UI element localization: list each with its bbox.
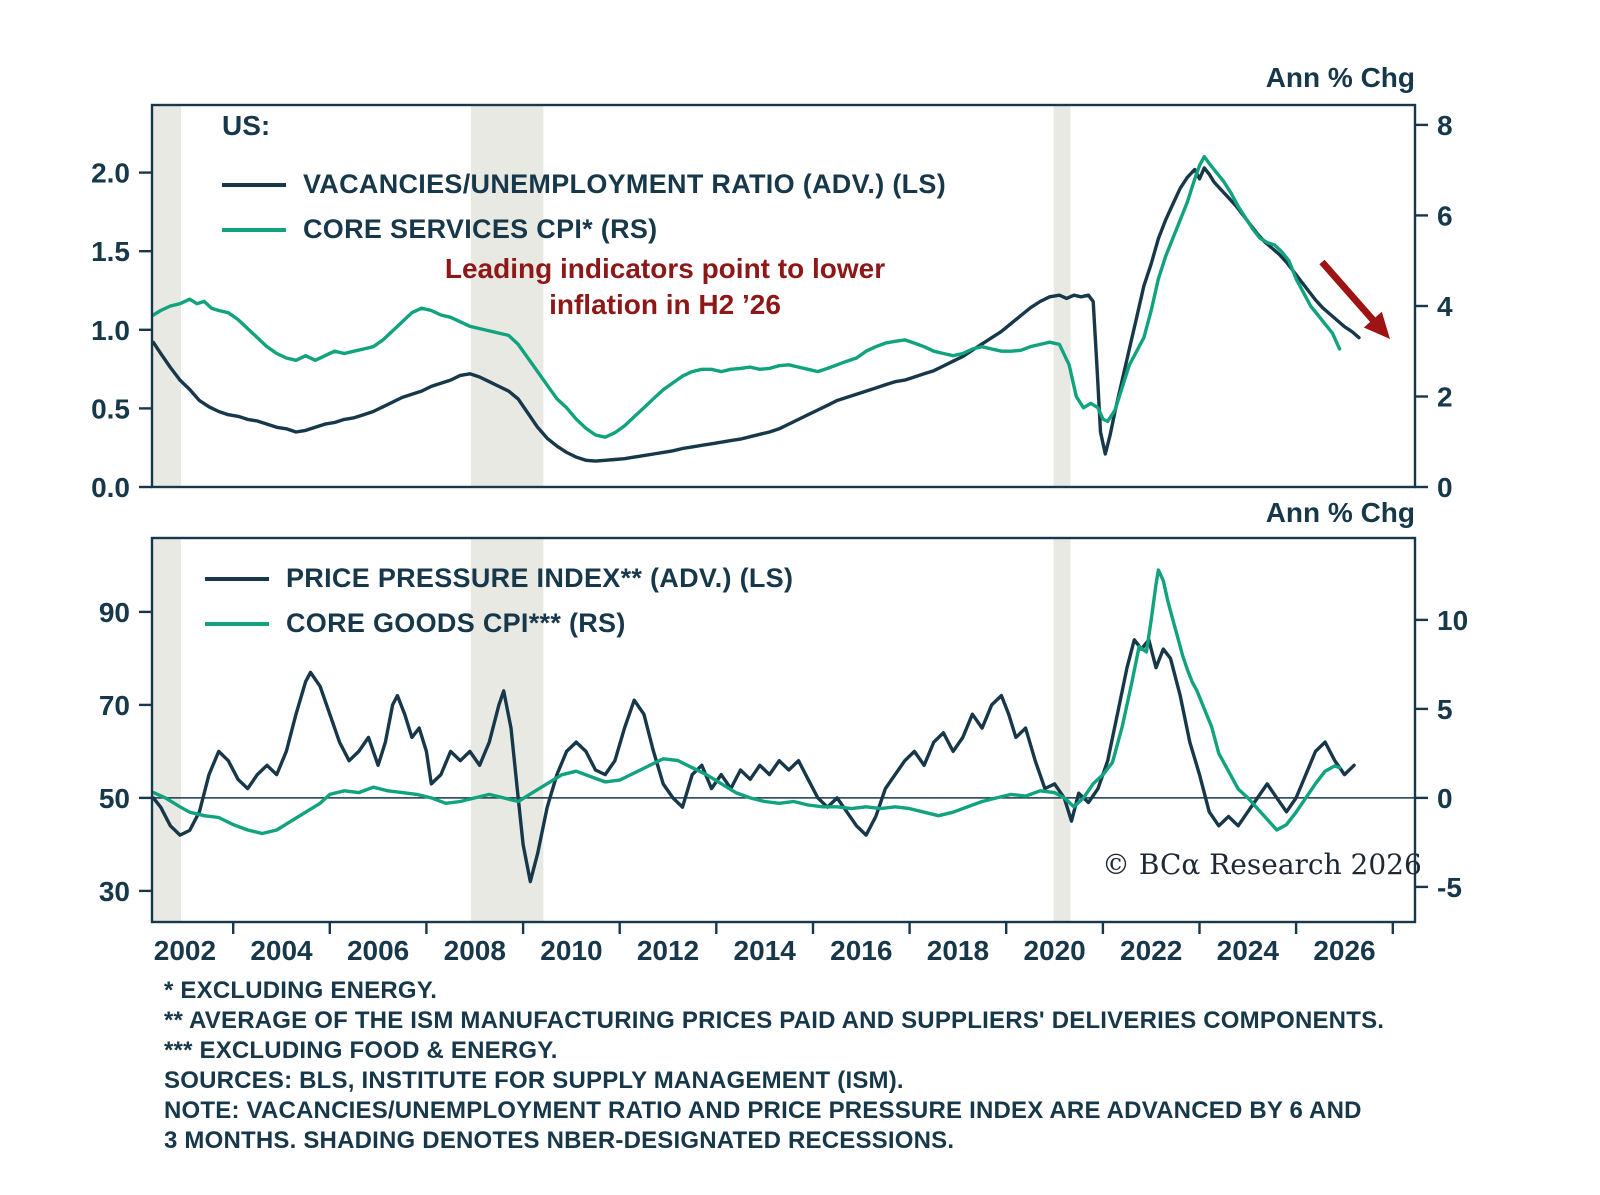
x-axis-year-label: 2022 bbox=[1120, 935, 1182, 966]
x-axis-year-label: 2024 bbox=[1217, 935, 1280, 966]
left-axis-tick-label: 1.5 bbox=[91, 236, 130, 267]
left-axis-tick-label: 0.0 bbox=[91, 472, 130, 503]
right-axis-tick-label: 8 bbox=[1437, 110, 1453, 141]
recession-band bbox=[470, 105, 544, 487]
annotation-lower-inflation: Leading indicators point to lower inflat… bbox=[385, 251, 945, 323]
footnote-line: SOURCES: BLS, INSTITUTE FOR SUPPLY MANAG… bbox=[164, 1067, 904, 1094]
x-axis-year-label: 2012 bbox=[637, 935, 699, 966]
left-axis-tick-label: 0.5 bbox=[91, 393, 130, 424]
bottom-legend: PRICE PRESSURE INDEX** (ADV.) (LS) CORE … bbox=[205, 556, 793, 646]
down-trend-arrow-shaft bbox=[1319, 259, 1376, 323]
series-line-left bbox=[151, 638, 1356, 884]
x-axis-year-label: 2014 bbox=[734, 935, 797, 966]
right-axis-tick-label: 0 bbox=[1437, 783, 1453, 814]
right-axis-tick-label: 6 bbox=[1437, 200, 1453, 231]
series-line-left bbox=[151, 166, 1361, 463]
x-axis-year-label: 2026 bbox=[1313, 935, 1375, 966]
footnote-line: ** AVERAGE OF THE ISM MANUFACTURING PRIC… bbox=[164, 1007, 1385, 1034]
x-axis-year-label: 2016 bbox=[830, 935, 892, 966]
left-axis-tick-label: 30 bbox=[99, 876, 130, 907]
right-axis-tick-label: 4 bbox=[1437, 291, 1453, 322]
recession-band bbox=[1053, 538, 1071, 922]
x-axis-year-label: 2010 bbox=[540, 935, 602, 966]
legend-label: VACANCIES/UNEMPLOYMENT RATIO (ADV.) (LS) bbox=[303, 169, 947, 199]
right-axis-tick-label: 5 bbox=[1437, 694, 1453, 725]
copyright-notice: © BCα Research 2026 bbox=[1102, 848, 1422, 881]
top-legend: US: VACANCIES/UNEMPLOYMENT RATIO (ADV.) … bbox=[222, 110, 946, 252]
x-axis-year-label: 2006 bbox=[347, 935, 409, 966]
left-axis-tick-label: 50 bbox=[99, 783, 130, 814]
legend-label: CORE SERVICES CPI* (RS) bbox=[303, 214, 658, 244]
recession-band bbox=[152, 538, 181, 922]
footnotes: * EXCLUDING ENERGY. ** AVERAGE OF THE IS… bbox=[164, 976, 1384, 1156]
legend-item-core-services-cpi: CORE SERVICES CPI* (RS) bbox=[222, 207, 946, 252]
recession-band bbox=[470, 538, 544, 922]
footnote-line: NOTE: VACANCIES/UNEMPLOYMENT RATIO AND P… bbox=[164, 1097, 1362, 1124]
teal-line-swatch bbox=[222, 227, 286, 232]
legend-item-core-goods-cpi: CORE GOODS CPI*** (RS) bbox=[205, 601, 793, 646]
x-axis-year-label: 2002 bbox=[154, 935, 216, 966]
top-panel-unit-label: Ann % Chg bbox=[1265, 62, 1415, 93]
left-axis-tick-label: 2.0 bbox=[91, 158, 130, 189]
panel-border bbox=[150, 103, 1417, 489]
footnote-line: 3 MONTHS. SHADING DENOTES NBER-DESIGNATE… bbox=[164, 1127, 955, 1154]
right-axis-tick-label: 0 bbox=[1437, 472, 1453, 503]
navy-line-swatch bbox=[205, 576, 269, 581]
x-axis-year-label: 2020 bbox=[1023, 935, 1085, 966]
x-axis-year-label: 2004 bbox=[250, 935, 313, 966]
series-line-right bbox=[151, 154, 1342, 439]
series-line-right bbox=[151, 568, 1342, 836]
left-axis-tick-label: 70 bbox=[99, 690, 130, 721]
down-trend-arrow-head bbox=[1363, 311, 1390, 339]
annotation-line-1: Leading indicators point to lower bbox=[444, 253, 886, 284]
panel-border bbox=[150, 536, 1417, 924]
right-axis-tick-label: 2 bbox=[1437, 382, 1453, 413]
legend-item-vu-ratio: VACANCIES/UNEMPLOYMENT RATIO (ADV.) (LS) bbox=[222, 162, 946, 207]
footnote-line: *** EXCLUDING FOOD & ENERGY. bbox=[164, 1037, 558, 1064]
teal-line-swatch bbox=[205, 621, 269, 626]
x-axis-year-label: 2008 bbox=[444, 935, 506, 966]
footnote-line: * EXCLUDING ENERGY. bbox=[164, 977, 438, 1004]
legend-heading-us: US: bbox=[222, 110, 271, 141]
navy-line-swatch bbox=[222, 182, 286, 187]
annotation-line-2: inflation in H2 ’26 bbox=[549, 289, 781, 320]
left-axis-tick-label: 90 bbox=[99, 597, 130, 628]
right-axis-tick-label: 10 bbox=[1437, 605, 1468, 636]
legend-label: PRICE PRESSURE INDEX** (ADV.) (LS) bbox=[286, 563, 794, 593]
left-axis-tick-label: 1.0 bbox=[91, 315, 130, 346]
right-axis-tick-label: -5 bbox=[1437, 872, 1462, 903]
legend-label: CORE GOODS CPI*** (RS) bbox=[286, 608, 626, 638]
bottom-panel-unit-label: Ann % Chg bbox=[1265, 497, 1415, 528]
legend-item-price-pressure: PRICE PRESSURE INDEX** (ADV.) (LS) bbox=[205, 556, 793, 601]
x-axis-year-label: 2018 bbox=[927, 935, 989, 966]
recession-band bbox=[152, 105, 181, 487]
